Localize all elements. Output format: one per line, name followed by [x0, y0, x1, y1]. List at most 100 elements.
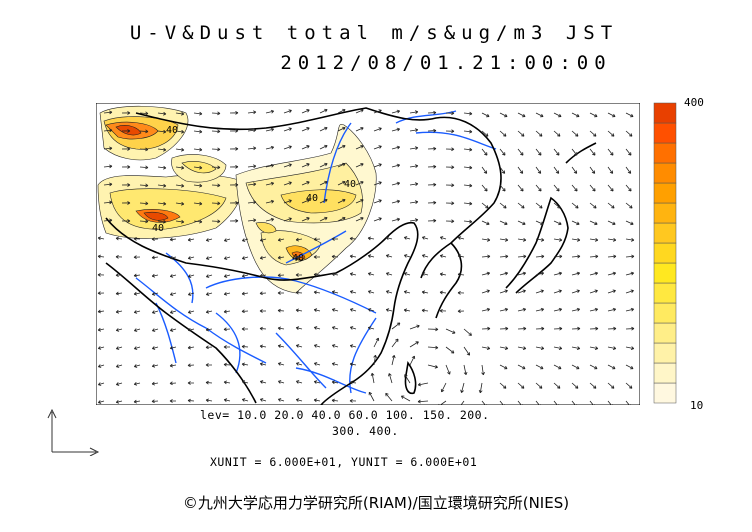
wind-arrow	[535, 184, 542, 192]
wind-arrow	[385, 290, 393, 294]
wind-arrow	[391, 217, 401, 222]
wind-arrow	[337, 162, 346, 168]
wind-arrow	[259, 291, 267, 296]
wind-arrow	[331, 362, 339, 366]
wind-arrow	[499, 364, 508, 370]
wind-arrow	[121, 183, 131, 187]
wind-arrow	[247, 146, 257, 151]
wind-arrow	[115, 273, 123, 278]
wind-arrow	[385, 272, 393, 276]
wind-arrow	[313, 255, 321, 259]
wind-arrow	[421, 308, 429, 313]
wind-arrow	[259, 273, 267, 278]
wind-arrow	[625, 346, 635, 350]
wind-arrow	[589, 346, 599, 350]
wind-arrow	[355, 198, 364, 204]
wind-arrow	[481, 237, 491, 242]
wind-arrow	[205, 327, 213, 332]
wind-arrow	[349, 326, 357, 330]
wind-arrow	[97, 291, 105, 296]
wind-arrow	[265, 109, 275, 114]
wind-arrow	[417, 399, 429, 404]
wind-arrow	[331, 380, 339, 385]
wind-arrow	[553, 220, 562, 226]
wind-arrow	[388, 373, 393, 384]
wind-arrow	[607, 400, 614, 405]
wind-arrow	[463, 165, 473, 170]
wind-arrow	[589, 184, 596, 192]
wind-arrow	[121, 201, 131, 205]
wind-arrow	[223, 309, 231, 314]
wind-arrow	[223, 274, 231, 278]
wind-arrow	[193, 165, 203, 170]
wind-arrow	[241, 362, 249, 367]
wind-arrow	[517, 130, 525, 137]
wind-arrow	[517, 254, 527, 259]
wind-arrow	[265, 181, 275, 186]
wind-arrow	[427, 345, 439, 350]
wind-arrow	[187, 327, 195, 332]
wind-arrow	[103, 110, 113, 115]
wind-arrow	[535, 307, 545, 312]
wind-arrow	[481, 271, 491, 276]
wind-arrow	[205, 309, 213, 314]
wind-arrow	[373, 109, 382, 114]
wind-arrow	[571, 400, 578, 405]
wind-arrow	[115, 291, 123, 296]
wind-arrow	[460, 382, 465, 393]
wind-arrow	[355, 180, 364, 186]
wind-arrow	[625, 130, 633, 137]
wind-arrow	[535, 364, 544, 370]
coastlines-and-borders	[105, 107, 597, 405]
wind-arrow	[229, 110, 239, 115]
wind-arrow	[445, 328, 456, 334]
wind-arrow	[151, 399, 159, 404]
wind-arrow	[517, 364, 526, 370]
wind-arrow	[571, 166, 578, 174]
wind-arrow	[277, 380, 285, 384]
wind-arrow	[535, 271, 545, 276]
wind-arrow	[367, 326, 375, 330]
wind-arrow	[499, 184, 506, 192]
wind-arrow	[97, 254, 105, 259]
wind-arrow	[589, 382, 597, 389]
wind-arrow	[151, 237, 159, 242]
wind-arrow	[499, 130, 507, 137]
wind-arrow	[445, 129, 455, 134]
wind-arrow	[535, 130, 543, 137]
wind-arrow	[535, 289, 544, 294]
wind-arrow	[205, 380, 213, 385]
wind-arrow	[169, 328, 177, 332]
wind-arrow	[409, 110, 419, 114]
wind-arrow	[169, 237, 177, 242]
color-scale-step	[653, 362, 677, 384]
wind-arrow	[259, 255, 267, 260]
wind-arrow	[133, 255, 141, 260]
wind-arrow	[373, 199, 382, 204]
wind-arrow	[499, 220, 508, 226]
wind-arrow	[157, 165, 167, 170]
wind-arrow	[337, 126, 346, 132]
wind-arrow	[115, 346, 123, 350]
wind-arrow	[445, 147, 455, 152]
wind-arrow	[553, 382, 561, 389]
wind-arrow	[457, 309, 465, 314]
wind-arrow	[427, 327, 439, 332]
wind-arrow	[175, 219, 185, 224]
wind-arrow	[241, 309, 249, 314]
wind-arrow	[553, 148, 560, 156]
wind-arrow	[427, 110, 437, 115]
wind-arrow	[211, 201, 221, 206]
wind-arrow	[295, 273, 303, 277]
wind-arrow	[283, 109, 292, 114]
wind-arrow	[373, 337, 380, 348]
wind-arrow	[247, 218, 257, 223]
wind-arrow	[97, 236, 105, 241]
wind-arrow	[517, 166, 524, 174]
wind-arrow	[229, 200, 239, 205]
color-scale-step	[653, 262, 677, 284]
wind-arrow	[313, 308, 321, 312]
wind-arrow	[445, 364, 451, 375]
wind-arrow	[229, 182, 239, 187]
wind-arrow	[313, 362, 321, 366]
